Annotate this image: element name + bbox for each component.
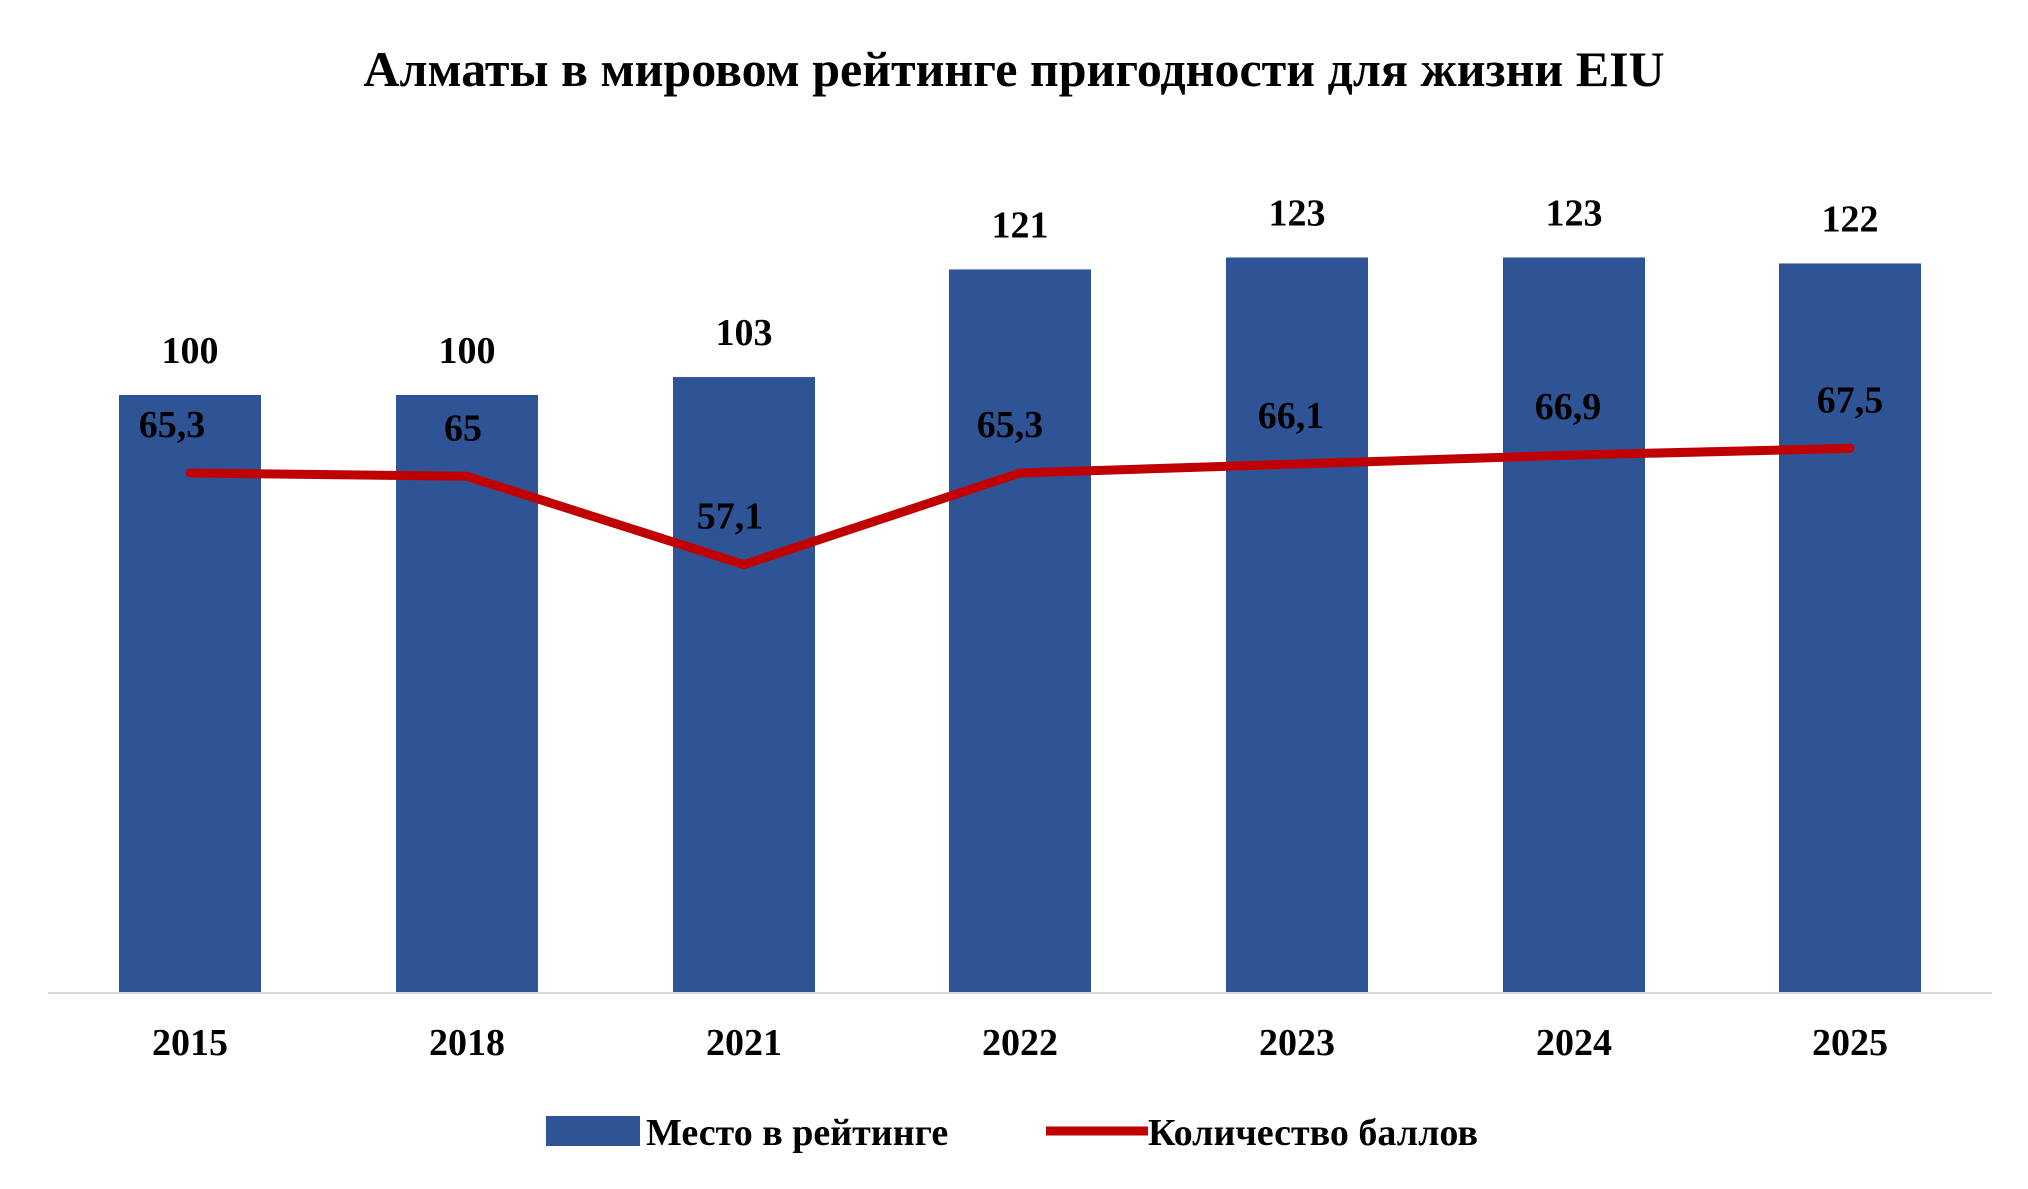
legend-label-score: Количество баллов: [1148, 1112, 1478, 1154]
line-data-label-2024: 66,9: [1535, 386, 1602, 428]
legend: Место в рейтинге Количество баллов: [546, 1112, 1478, 1154]
x-tick-label-2024: 2024: [1536, 1022, 1612, 1064]
line-data-label-2015: 65,3: [139, 404, 206, 446]
bar-rank-2022: [949, 269, 1091, 993]
bar-rank-2021: [673, 377, 815, 993]
bar-data-label-2022: 121: [992, 204, 1049, 246]
legend-swatch-rank: [546, 1116, 640, 1146]
x-tick-label-2015: 2015: [152, 1022, 228, 1064]
bar-rank-2023: [1226, 257, 1368, 994]
bars-layer: [119, 257, 1921, 994]
line-layer: [185, 443, 1855, 570]
chart-title: Алматы в мировом рейтинге пригодности дл…: [363, 41, 1664, 97]
bar-data-label-2023: 123: [1269, 192, 1326, 234]
x-tick-label-2022: 2022: [982, 1022, 1058, 1064]
line-data-label-2021: 57,1: [697, 496, 764, 538]
line-data-label-2025: 67,5: [1817, 379, 1884, 421]
ticks-layer: 2015 2018 2021 2022 2023 2024 2025: [152, 1022, 1888, 1064]
x-tick-label-2018: 2018: [429, 1022, 505, 1064]
labels-layer: 100 100 103 121 123 123 122 65,3 65 57,1 65,3 66,1 6…: [139, 192, 1884, 537]
line-score: [185, 443, 1855, 570]
x-tick-label-2025: 2025: [1812, 1022, 1888, 1064]
bar-data-label-2024: 123: [1546, 192, 1603, 234]
line-data-label-2023: 66,1: [1258, 395, 1325, 437]
bar-data-label-2015: 100: [162, 330, 219, 372]
legend-label-rank: Место в рейтинге: [646, 1112, 948, 1154]
x-tick-label-2023: 2023: [1259, 1022, 1335, 1064]
bar-rank-2018: [396, 395, 538, 993]
bar-rank-2024: [1503, 257, 1645, 994]
bar-data-label-2025: 122: [1822, 198, 1879, 240]
bar-data-label-2018: 100: [439, 330, 496, 372]
bar-rank-2025: [1779, 263, 1921, 993]
bar-data-label-2021: 103: [716, 312, 773, 354]
bar-rank-2015: [119, 395, 261, 993]
line-data-label-2018: 65: [444, 407, 482, 449]
x-tick-label-2021: 2021: [706, 1022, 782, 1064]
line-data-label-2022: 65,3: [977, 404, 1044, 446]
